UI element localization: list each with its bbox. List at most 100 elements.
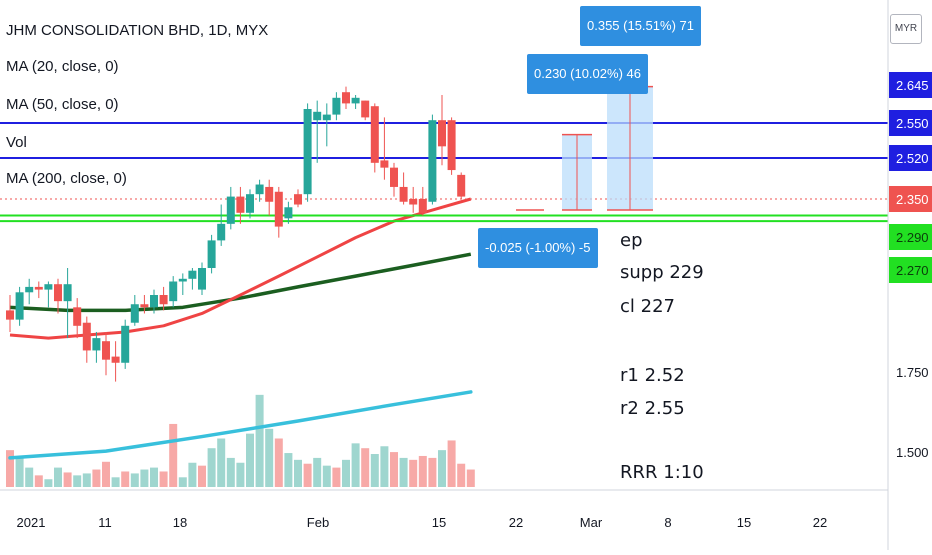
price-label-bg [889, 72, 932, 98]
note-rrr: RRR 1:10 [620, 462, 704, 483]
volume-bar [178, 477, 187, 487]
volume-bar [351, 443, 360, 487]
volume-bar [73, 475, 82, 487]
candle-body [34, 286, 43, 290]
volume-bar [370, 454, 379, 487]
volume-bar [54, 467, 62, 487]
volume-bar [332, 467, 341, 487]
volume-bar [255, 394, 264, 487]
volume-bar [322, 465, 331, 487]
volume-pane [6, 390, 475, 487]
price-label-bg [889, 110, 932, 136]
measure-tool-shapes [516, 85, 653, 211]
note-r2: r2 2.55 [620, 398, 685, 419]
volume-bar [130, 473, 139, 487]
time-axis-label: 11 [98, 515, 112, 530]
candle-body [370, 106, 379, 163]
candle-body [361, 100, 370, 118]
measure-label-r1[interactable]: 0.230 (10.02%) 46 [527, 54, 648, 94]
candle-body [159, 295, 168, 305]
ma200-line [8, 390, 473, 460]
time-axis-label: 15 [737, 515, 751, 530]
candle-body [380, 160, 389, 168]
note-r1: r1 2.52 [620, 365, 685, 386]
candle-body [255, 184, 264, 195]
indicator-volume-label[interactable]: Vol [6, 134, 27, 151]
volume-bar [246, 433, 254, 487]
time-axis-label: Mar [580, 515, 603, 530]
volume-bar [150, 467, 158, 487]
candles [6, 86, 466, 382]
price-label-bg [889, 257, 932, 283]
price-axis-label: 2.550 [896, 116, 929, 131]
candle-body [447, 120, 456, 171]
time-axis-label: 2021 [17, 515, 46, 530]
note-support: supp 229 [620, 262, 704, 283]
time-axis[interactable]: 2021 11 18 Feb 15 22 Mar 8 15 22 [0, 489, 888, 530]
candle-body [130, 304, 139, 323]
price-axis[interactable]: 2.645 2.550 2.520 2.350 2.290 2.270 1.750 1.500 [887, 0, 932, 550]
candle-body [399, 186, 408, 202]
candle-body [25, 286, 34, 293]
volume-bar [447, 440, 456, 487]
volume-bar [159, 471, 168, 487]
price-label-bg [889, 186, 932, 212]
indicator-ma20-label[interactable]: MA (20, close, 0) [6, 58, 119, 75]
candle-body [246, 194, 254, 213]
volume-bar [198, 465, 206, 487]
indicator-ma200-label[interactable]: MA (200, close, 0) [6, 170, 127, 187]
candle-body [265, 186, 274, 202]
volume-bar [236, 462, 245, 487]
price-axis-label: 1.500 [896, 445, 929, 460]
currency-button[interactable]: MYR [890, 14, 922, 44]
candle-body [198, 268, 206, 290]
candle-body [169, 281, 178, 302]
volume-bar [34, 475, 43, 487]
volume-bar [418, 455, 427, 487]
measure-label-r2[interactable]: 0.355 (15.51%) 71 [580, 6, 701, 46]
candle-body [44, 284, 53, 290]
volume-bar [92, 469, 101, 487]
volume-bar [121, 471, 130, 487]
candle-body [438, 120, 446, 147]
volume-bar [399, 457, 408, 487]
volume-bar [303, 463, 312, 487]
price-axis-label: 2.645 [896, 78, 929, 93]
candle-body [178, 278, 187, 282]
candle-body [73, 307, 82, 326]
measure-label-stop[interactable]: -0.025 (-1.00%) -5 [478, 228, 598, 268]
candle-body [217, 223, 226, 241]
price-axis-label: 2.270 [896, 263, 929, 278]
candle-body [188, 270, 197, 279]
indicator-ma50-label[interactable]: MA (50, close, 0) [6, 96, 119, 113]
volume-bar [15, 457, 24, 487]
time-axis-label: 8 [664, 515, 671, 530]
price-axis-label: 2.350 [896, 192, 929, 207]
candle-body [409, 199, 418, 205]
volume-bar [361, 448, 370, 487]
candle-body [332, 97, 341, 115]
volume-bar [226, 457, 235, 487]
volume-bar [44, 479, 53, 487]
candle-body [457, 174, 466, 197]
volume-bar [390, 452, 398, 487]
volume-bar [380, 446, 389, 487]
volume-bar [169, 423, 178, 487]
candle-body [140, 304, 149, 308]
candle-body [418, 199, 427, 213]
candle-body [428, 120, 437, 202]
volume-bar [111, 477, 120, 487]
candle-body [54, 284, 62, 302]
volume-bar [82, 473, 91, 487]
candle-body [15, 292, 24, 320]
symbol-title: JHM CONSOLIDATION BHD, 1D, MYX [6, 22, 269, 39]
volume-bar [438, 450, 446, 487]
volume-bar [188, 462, 197, 487]
volume-bar [6, 450, 14, 487]
candle-body [226, 196, 235, 224]
volume-bar [294, 459, 302, 487]
candle-body [322, 114, 331, 121]
volume-bar [265, 428, 274, 487]
